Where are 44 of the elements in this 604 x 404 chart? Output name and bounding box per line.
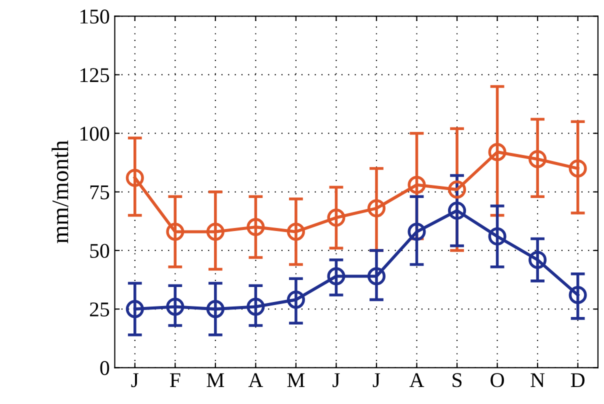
point: [286, 290, 305, 309]
point: [448, 202, 466, 220]
point: [206, 222, 224, 241]
x-tick-label: D: [570, 373, 585, 387]
point: [327, 208, 346, 227]
point: [367, 199, 386, 218]
x-tick-label: M: [206, 373, 224, 387]
y-tick-label: 0: [100, 361, 110, 376]
point: [568, 286, 587, 304]
point: [528, 150, 547, 168]
y-tick-label: 50: [90, 244, 110, 258]
y-tick-label: 75: [90, 185, 110, 200]
point: [166, 298, 184, 316]
point: [166, 222, 184, 241]
y-tick-label: 125: [80, 68, 110, 82]
x-tick-label: N: [530, 373, 545, 387]
x-tick-label: F: [170, 373, 180, 387]
point: [246, 298, 265, 316]
x-tick-label: A: [409, 373, 424, 387]
point: [126, 168, 144, 187]
point: [206, 300, 224, 318]
x-tick-label: S: [452, 373, 462, 388]
point: [448, 180, 466, 199]
y-tick-label: 25: [90, 302, 110, 316]
point: [408, 222, 426, 241]
point: [408, 176, 426, 194]
point: [488, 227, 506, 246]
y-axis-title: mm/month: [52, 140, 68, 244]
point: [286, 222, 305, 241]
point: [568, 159, 587, 178]
x-tick-label: J: [131, 373, 139, 388]
x-tick-label: A: [248, 373, 264, 387]
y-tick-label: 100: [80, 126, 110, 141]
x-tick-label: J: [332, 373, 340, 388]
y-tick-label: 150: [80, 10, 110, 24]
point: [327, 267, 346, 286]
point: [126, 300, 144, 318]
x-tick-label: M: [287, 373, 305, 387]
point: [488, 143, 506, 162]
point: [528, 250, 547, 269]
point: [246, 218, 265, 236]
x-tick-label: O: [490, 373, 504, 388]
point: [367, 267, 386, 286]
x-tick-label: J: [372, 373, 380, 388]
